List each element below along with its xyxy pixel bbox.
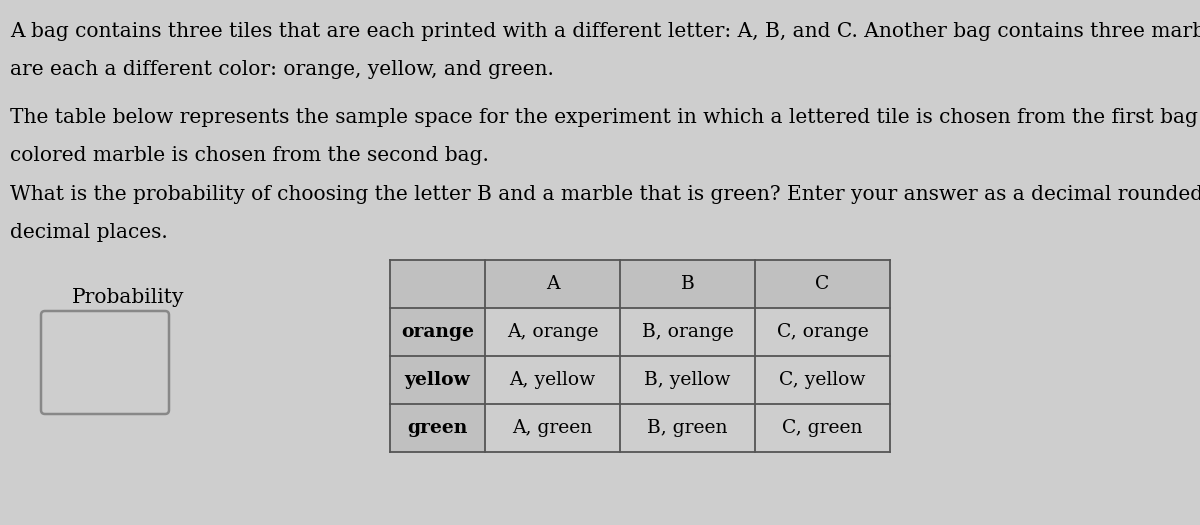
Text: yellow: yellow [404, 371, 470, 389]
Text: The table below represents the sample space for the experiment in which a letter: The table below represents the sample sp… [10, 108, 1200, 127]
Text: C, orange: C, orange [776, 323, 869, 341]
Text: B, yellow: B, yellow [644, 371, 731, 389]
FancyBboxPatch shape [41, 311, 169, 414]
Text: A: A [546, 275, 559, 293]
Text: C, green: C, green [782, 419, 863, 437]
Text: B, green: B, green [647, 419, 727, 437]
Text: A bag contains three tiles that are each printed with a different letter: A, B, : A bag contains three tiles that are each… [10, 22, 1200, 41]
Text: Probability: Probability [72, 288, 185, 307]
Text: A, orange: A, orange [506, 323, 599, 341]
Text: decimal places.: decimal places. [10, 223, 168, 242]
Text: colored marble is chosen from the second bag.: colored marble is chosen from the second… [10, 146, 488, 165]
Bar [390, 260, 890, 308]
Text: B, orange: B, orange [642, 323, 733, 341]
Bar [390, 308, 485, 452]
Text: A, green: A, green [512, 419, 593, 437]
Text: B: B [680, 275, 695, 293]
Text: green: green [407, 419, 468, 437]
Text: A, yellow: A, yellow [510, 371, 595, 389]
Text: are each a different color: orange, yellow, and green.: are each a different color: orange, yell… [10, 60, 554, 79]
Text: C, yellow: C, yellow [779, 371, 865, 389]
Text: orange: orange [401, 323, 474, 341]
Text: What is the probability of choosing the letter B and a marble that is green? Ent: What is the probability of choosing the … [10, 185, 1200, 204]
Text: C: C [815, 275, 829, 293]
